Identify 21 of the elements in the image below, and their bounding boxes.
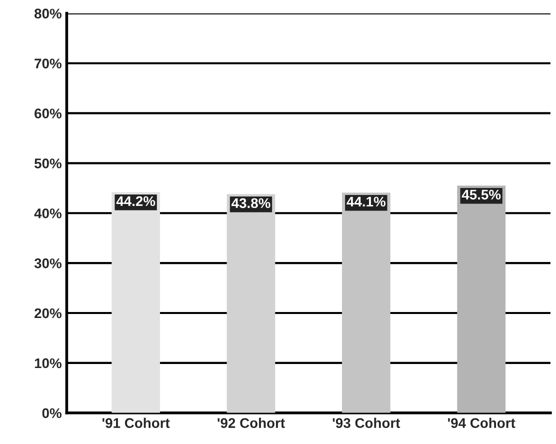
x-tick-label: '93 Cohort (332, 418, 400, 428)
y-tick-label: 80% (34, 8, 62, 18)
y-tick-label: 10% (34, 358, 62, 368)
y-tick-label: 0% (42, 408, 62, 418)
bar (457, 186, 506, 413)
y-tick-label: 30% (34, 258, 62, 268)
bar (112, 192, 160, 413)
y-tick-label: 50% (34, 158, 62, 168)
y-tick-label: 20% (34, 308, 62, 318)
data-label: 44.2% (116, 196, 156, 206)
y-tick-label: 40% (34, 208, 62, 218)
x-tick-label: '92 Cohort (218, 418, 285, 428)
data-label: 45.5% (462, 190, 501, 200)
data-label: 44.1% (346, 196, 386, 207)
y-tick-label: 60% (34, 108, 62, 118)
x-tick-label: '94 Cohort (448, 418, 516, 428)
bar (226, 194, 276, 413)
y-tick-label: 70% (34, 58, 62, 68)
data-label: 43.8% (232, 198, 270, 208)
x-tick-label: '91 Cohort (102, 418, 170, 428)
bar (342, 192, 390, 413)
